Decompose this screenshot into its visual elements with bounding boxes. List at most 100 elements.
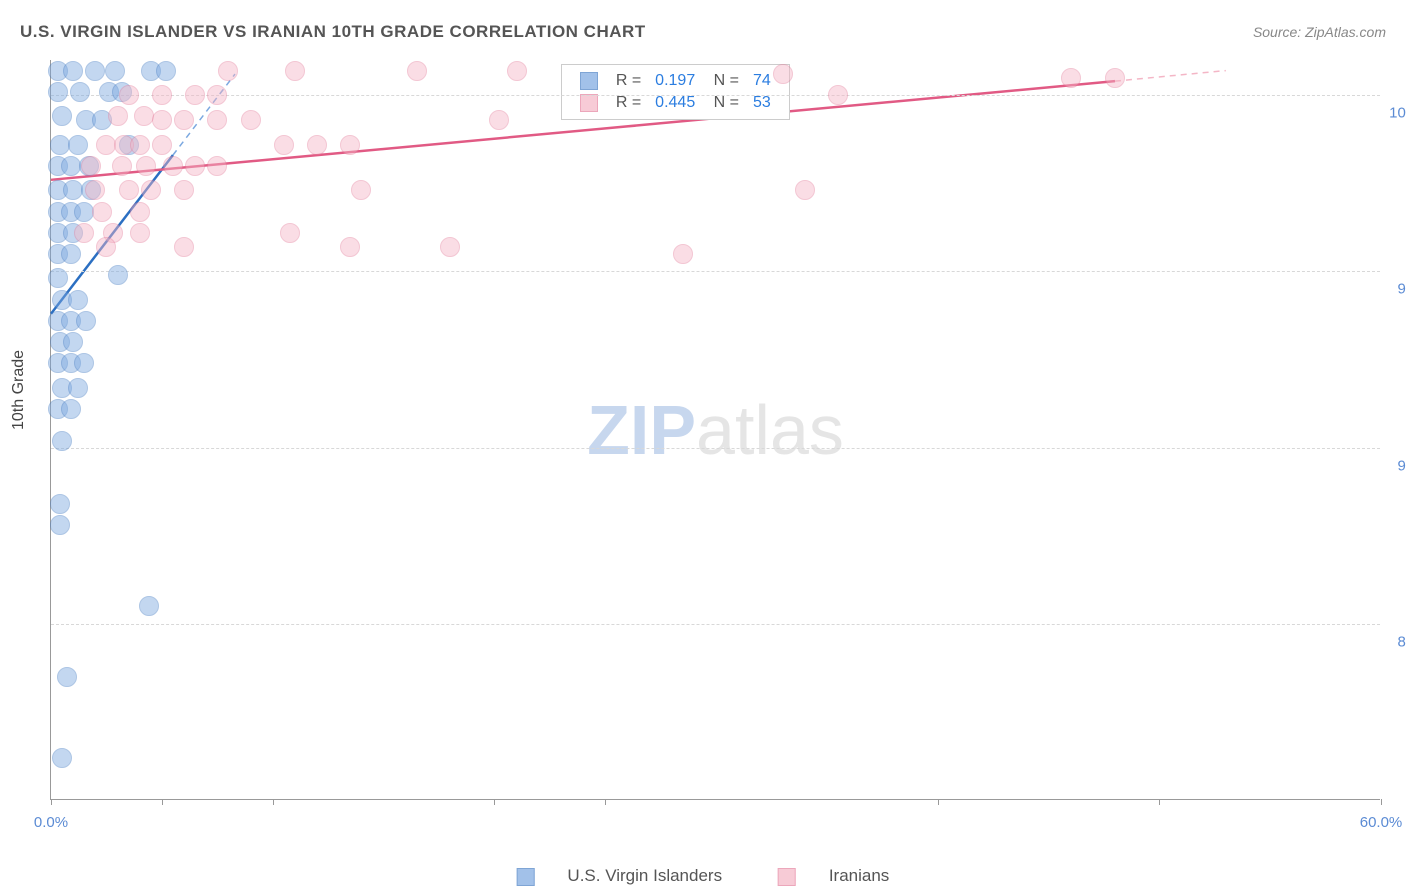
xtick — [605, 799, 606, 805]
data-point — [1105, 68, 1125, 88]
data-point — [407, 61, 427, 81]
data-point — [85, 180, 105, 200]
data-point — [152, 135, 172, 155]
gridline-h — [51, 95, 1380, 96]
data-point — [274, 135, 294, 155]
data-point — [174, 110, 194, 130]
data-point — [280, 223, 300, 243]
chart-title: U.S. VIRGIN ISLANDER VS IRANIAN 10TH GRA… — [20, 22, 646, 42]
xtick-label: 0.0% — [34, 814, 68, 831]
data-point — [81, 156, 101, 176]
gridline-h — [51, 271, 1380, 272]
plot-area: ZIPatlas R =0.197 N =74R =0.445 N =53 85… — [50, 60, 1380, 800]
data-point — [112, 156, 132, 176]
data-point — [174, 180, 194, 200]
data-point — [795, 180, 815, 200]
y-axis-label: 10th Grade — [10, 350, 28, 430]
data-point — [74, 353, 94, 373]
xtick — [162, 799, 163, 805]
data-point — [141, 180, 161, 200]
data-point — [136, 156, 156, 176]
data-point — [76, 311, 96, 331]
xtick-label: 60.0% — [1360, 814, 1403, 831]
data-point — [61, 244, 81, 264]
data-point — [163, 156, 183, 176]
legend-swatch — [580, 94, 598, 112]
xtick — [51, 799, 52, 805]
data-point — [63, 61, 83, 81]
xtick — [1159, 799, 1160, 805]
ytick-label: 85.0% — [1397, 633, 1406, 650]
data-point — [152, 110, 172, 130]
data-point — [92, 202, 112, 222]
xtick — [494, 799, 495, 805]
data-point — [207, 156, 227, 176]
legend-item: U.S. Virgin Islanders — [503, 866, 736, 885]
trend-line — [1115, 71, 1226, 82]
data-point — [96, 237, 116, 257]
data-point — [185, 156, 205, 176]
xtick — [938, 799, 939, 805]
data-point — [50, 515, 70, 535]
data-point — [340, 135, 360, 155]
data-point — [52, 106, 72, 126]
series-legend: U.S. Virgin Islanders Iranians — [489, 866, 918, 886]
data-point — [828, 85, 848, 105]
legend-label: U.S. Virgin Islanders — [567, 866, 722, 885]
correlation-legend: R =0.197 N =74R =0.445 N =53 — [561, 64, 790, 120]
xtick — [273, 799, 274, 805]
data-point — [68, 378, 88, 398]
data-point — [174, 237, 194, 257]
data-point — [48, 268, 68, 288]
data-point — [185, 85, 205, 105]
data-point — [57, 667, 77, 687]
data-point — [108, 106, 128, 126]
data-point — [152, 85, 172, 105]
ytick-label: 90.0% — [1397, 457, 1406, 474]
data-point — [134, 106, 154, 126]
data-point — [340, 237, 360, 257]
data-point — [63, 332, 83, 352]
data-point — [207, 85, 227, 105]
data-point — [130, 202, 150, 222]
data-point — [108, 265, 128, 285]
data-point — [68, 290, 88, 310]
data-point — [156, 61, 176, 81]
data-point — [139, 596, 159, 616]
data-point — [74, 223, 94, 243]
legend-swatch — [517, 868, 535, 886]
legend-label: Iranians — [829, 866, 889, 885]
data-point — [61, 399, 81, 419]
ytick-label: 95.0% — [1397, 281, 1406, 298]
data-point — [507, 61, 527, 81]
data-point — [351, 180, 371, 200]
data-point — [440, 237, 460, 257]
data-point — [119, 180, 139, 200]
legend-item: Iranians — [764, 866, 903, 885]
data-point — [307, 135, 327, 155]
data-point — [48, 82, 68, 102]
data-point — [85, 61, 105, 81]
data-point — [241, 110, 261, 130]
ytick-label: 100.0% — [1389, 105, 1406, 122]
legend-swatch — [580, 72, 598, 90]
data-point — [50, 494, 70, 514]
data-point — [105, 61, 125, 81]
data-point — [130, 223, 150, 243]
data-point — [130, 135, 150, 155]
data-point — [285, 61, 305, 81]
data-point — [119, 85, 139, 105]
data-point — [673, 244, 693, 264]
data-point — [773, 64, 793, 84]
data-point — [52, 748, 72, 768]
data-point — [68, 135, 88, 155]
data-point — [489, 110, 509, 130]
xtick — [1381, 799, 1382, 805]
data-point — [207, 110, 227, 130]
data-point — [1061, 68, 1081, 88]
data-point — [70, 82, 90, 102]
gridline-h — [51, 624, 1380, 625]
gridline-h — [51, 448, 1380, 449]
source-label: Source: ZipAtlas.com — [1253, 24, 1386, 40]
data-point — [218, 61, 238, 81]
